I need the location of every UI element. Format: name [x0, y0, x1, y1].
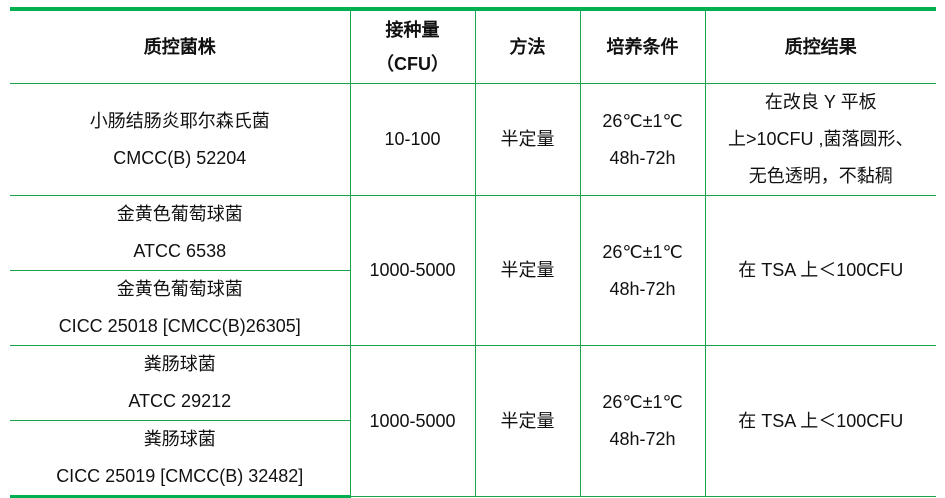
temperature: 26℃±1℃ — [602, 110, 683, 131]
table-row: 小肠结肠炎耶尔森氏菌 CMCC(B) 52204 10-100 半定量 26℃±1… — [10, 83, 936, 196]
duration: 48h-72h — [609, 429, 676, 449]
conditions-cell: 26℃±1℃ 48h-72h — [579, 83, 706, 196]
table-row: 金黄色葡萄球菌 ATCC 6538 1000-5000 半定量 26℃±1℃ 48h… — [10, 195, 936, 346]
strain-name: 粪肠球菌 — [143, 354, 216, 374]
conditions-cell: 26℃±1℃ 48h-72h — [579, 345, 706, 497]
table-row: 粪肠球菌 CICC 25019 [CMCC(B) 32482] — [10, 420, 936, 498]
strain-name: 金黄色葡萄球菌 — [116, 279, 243, 299]
temperature: 26℃±1℃ — [602, 241, 683, 262]
header-conditions: 培养条件 — [579, 7, 706, 84]
table-row: 金黄色葡萄球菌 CICC 25018 [CMCC(B)26305] — [10, 270, 936, 346]
result-cell: 在 TSA 上＜100CFU — [704, 195, 936, 346]
strain-code: ATCC 29212 — [128, 391, 232, 411]
table-row: 粪肠球菌 ATCC 29212 1000-5000 半定量 26℃±1℃ 48h-7… — [10, 345, 936, 497]
strain-cell: 粪肠球菌 ATCC 29212 — [10, 345, 351, 421]
header-inoculum: 接种量 （CFU） — [349, 7, 476, 84]
strain-code: CMCC(B) 52204 — [113, 147, 247, 168]
strain-code: CICC 25018 [CMCC(B)26305] — [58, 316, 301, 336]
strain-code: ATCC 6538 — [133, 241, 227, 261]
method-cell: 半定量 — [474, 345, 581, 497]
inoculum-cell: 1000-5000 — [349, 345, 476, 497]
header-inoculum-unit: （CFU） — [376, 54, 449, 74]
strain-cell: 粪肠球菌 CICC 25019 [CMCC(B) 32482] — [10, 420, 350, 498]
temperature: 26℃±1℃ — [602, 392, 683, 412]
strain-name: 金黄色葡萄球菌 — [116, 204, 243, 224]
header-inoculum-label: 接种量 — [385, 20, 440, 40]
header-method: 方法 — [474, 7, 581, 84]
inoculum-cell: 10-100 — [349, 83, 476, 196]
strain-code: CICC 25019 [CMCC(B) 32482] — [56, 466, 304, 486]
header-result: 质控结果 — [704, 7, 936, 84]
strain-cell: 金黄色葡萄球菌 ATCC 6538 — [10, 195, 351, 271]
strain-name: 小肠结肠炎耶尔森氏菌 — [89, 110, 270, 131]
inoculum-cell: 1000-5000 — [349, 195, 476, 346]
quality-control-table: 质控菌株 接种量 （CFU） 方法 培养条件 质控结果 小肠结肠炎耶尔森氏菌 CMC… — [10, 7, 936, 498]
strain-name: 粪肠球菌 — [143, 429, 216, 449]
duration: 48h-72h — [609, 147, 676, 168]
method-cell: 半定量 — [474, 83, 581, 196]
header-strain: 质控菌株 — [10, 7, 351, 84]
result-line: 上>10CFU ,菌落圆形、 — [727, 129, 914, 149]
duration: 48h-72h — [609, 278, 676, 299]
conditions-cell: 26℃±1℃ 48h-72h — [579, 195, 706, 346]
strain-cell: 金黄色葡萄球菌 CICC 25018 [CMCC(B)26305] — [10, 270, 350, 346]
strain-cell: 小肠结肠炎耶尔森氏菌 CMCC(B) 52204 — [10, 83, 351, 196]
header-row: 质控菌株 接种量 （CFU） 方法 培养条件 质控结果 — [10, 7, 936, 84]
result-line: 在改良 Y 平板 — [764, 92, 877, 112]
result-line: 无色透明，不黏稠 — [748, 166, 893, 186]
result-cell: 在 TSA 上＜100CFU — [704, 345, 936, 497]
result-cell: 在改良 Y 平板上>10CFU ,菌落圆形、 无色透明，不黏稠 — [704, 83, 936, 196]
method-cell: 半定量 — [474, 195, 581, 346]
